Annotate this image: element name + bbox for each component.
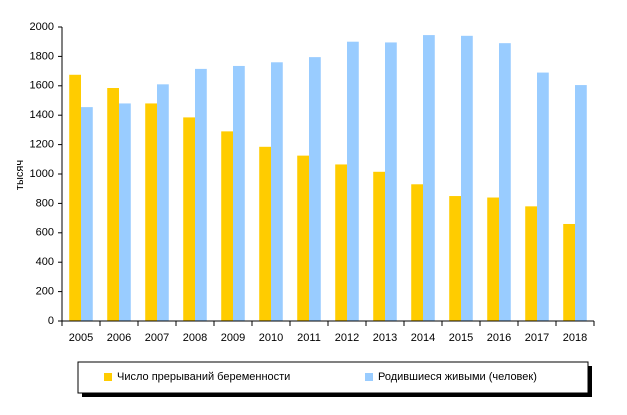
x-tick-label: 2012 <box>335 332 359 344</box>
bar <box>335 164 347 321</box>
bar <box>385 42 397 322</box>
legend-label: Родившиеся живыми (человек) <box>378 371 537 383</box>
bar <box>499 43 511 322</box>
y-tick-label: 1600 <box>30 80 54 92</box>
y-tick-label: 1400 <box>30 109 54 121</box>
bar <box>575 85 587 321</box>
bar <box>107 88 119 321</box>
x-tick-label: 2010 <box>259 332 283 344</box>
y-tick-label: 400 <box>36 256 54 268</box>
bar <box>195 68 207 322</box>
bar <box>297 155 309 321</box>
bar <box>563 223 575 321</box>
bar <box>145 103 157 321</box>
bar <box>309 57 321 321</box>
legend-box <box>77 361 589 394</box>
legend-swatch <box>365 373 373 381</box>
legend-swatch <box>104 373 112 381</box>
y-tick-label: 600 <box>36 227 54 239</box>
y-tick-label: 1200 <box>30 139 54 151</box>
x-tick-label: 2005 <box>69 332 93 344</box>
y-tick-label: 800 <box>36 197 54 209</box>
x-tick-label: 2011 <box>297 332 321 344</box>
legend-label: Число прерываний беременности <box>117 371 290 383</box>
x-tick-label: 2017 <box>525 332 549 344</box>
bar <box>221 131 233 321</box>
x-tick-label: 2015 <box>449 332 473 344</box>
x-tick-label: 2008 <box>183 332 207 344</box>
bar <box>373 171 385 321</box>
bar <box>259 146 271 321</box>
bar <box>411 184 423 321</box>
bar <box>183 117 195 321</box>
y-tick-label: 1800 <box>30 50 54 62</box>
y-tick-label: 2000 <box>30 21 54 33</box>
bar <box>449 196 461 321</box>
bar <box>461 35 473 321</box>
x-tick-label: 2016 <box>487 332 511 344</box>
y-tick-label: 200 <box>36 286 54 298</box>
bar <box>69 74 81 322</box>
x-tick-label: 2009 <box>221 332 245 344</box>
bar <box>81 107 93 322</box>
bar <box>157 84 169 321</box>
bar <box>271 62 283 321</box>
x-tick-label: 2007 <box>145 332 169 344</box>
bar <box>233 65 245 321</box>
x-tick-label: 2013 <box>373 332 397 344</box>
y-tick-label: 0 <box>48 315 54 327</box>
x-tick-label: 2014 <box>411 332 435 344</box>
y-axis-label: тысяч <box>14 160 26 190</box>
bar <box>423 35 435 322</box>
x-tick-label: 2006 <box>107 332 131 344</box>
bar <box>525 206 537 321</box>
bar <box>347 41 359 321</box>
y-tick-label: 1000 <box>30 168 54 180</box>
bar <box>119 103 131 321</box>
bar <box>487 197 499 321</box>
bar <box>537 72 549 321</box>
x-tick-label: 2018 <box>563 332 587 344</box>
